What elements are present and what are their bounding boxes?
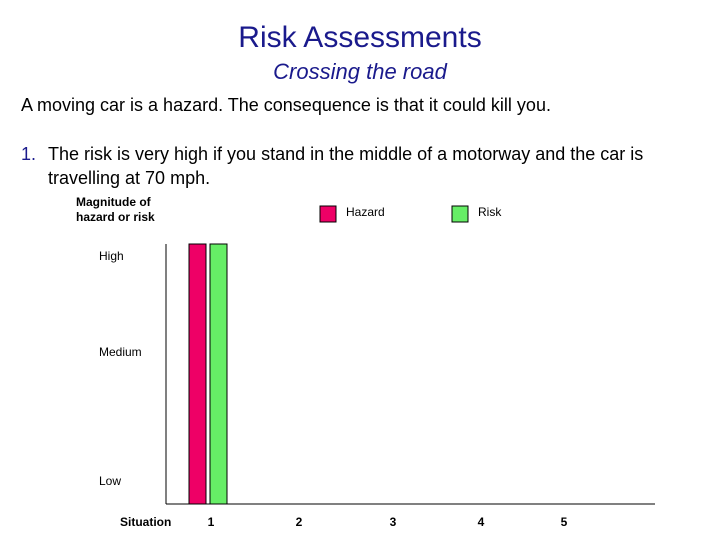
x-axis-label: Situation [120, 515, 171, 529]
y-level-label-low: Low [99, 474, 121, 488]
x-tick-label: 2 [296, 515, 303, 529]
page-title: Risk Assessments [238, 21, 482, 54]
bar-hazard-1 [188, 243, 207, 505]
x-tick-label: 1 [208, 515, 215, 529]
y-axis-label-line-2: hazard or risk [76, 210, 155, 224]
legend-label-hazard: Hazard [346, 205, 385, 219]
bars [188, 243, 228, 505]
legend-swatch-hazard [319, 205, 337, 223]
point-number: 1. [21, 144, 37, 164]
y-level-label-high: High [99, 249, 124, 263]
y-level-labels: Low Medium High [99, 249, 142, 488]
legend-swatch-risk [451, 205, 469, 223]
bar-risk-1 [209, 243, 228, 505]
x-tick-label: 5 [561, 515, 568, 529]
x-tick-labels: 1 2 3 4 5 [208, 515, 568, 529]
legend-label-risk: Risk [478, 205, 502, 219]
y-level-label-medium: Medium [99, 345, 142, 359]
x-tick-label: 4 [478, 515, 485, 529]
x-tick-label: 3 [390, 515, 397, 529]
hazard-statement: A moving car is a hazard. The consequenc… [21, 95, 551, 115]
chart-legend: Hazard Risk [319, 205, 502, 223]
page-subtitle: Crossing the road [273, 59, 447, 84]
y-axis-label-line-1: Magnitude of [76, 195, 152, 209]
point-text: The risk is very high if you stand in th… [48, 144, 644, 188]
